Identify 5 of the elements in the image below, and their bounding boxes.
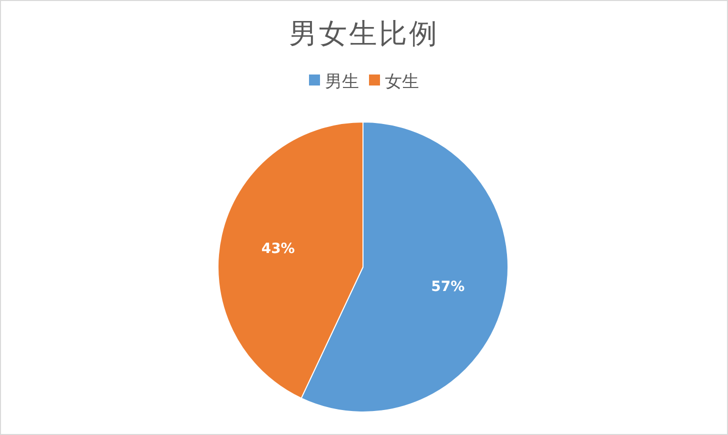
legend-label: 男生 [325, 72, 359, 92]
data-label: 57% [431, 278, 465, 295]
data-label: 43% [261, 241, 295, 258]
chart-title: 男女生比例 [289, 17, 439, 50]
legend-label: 女生 [385, 72, 419, 92]
